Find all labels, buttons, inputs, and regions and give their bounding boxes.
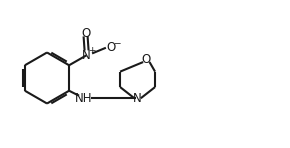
- Text: N: N: [82, 49, 91, 62]
- Text: O: O: [81, 27, 90, 40]
- Text: N: N: [133, 92, 142, 105]
- Text: +: +: [88, 46, 95, 55]
- Text: −: −: [113, 38, 120, 48]
- Text: NH: NH: [75, 92, 92, 105]
- Text: O: O: [106, 41, 115, 54]
- Text: O: O: [142, 53, 151, 66]
